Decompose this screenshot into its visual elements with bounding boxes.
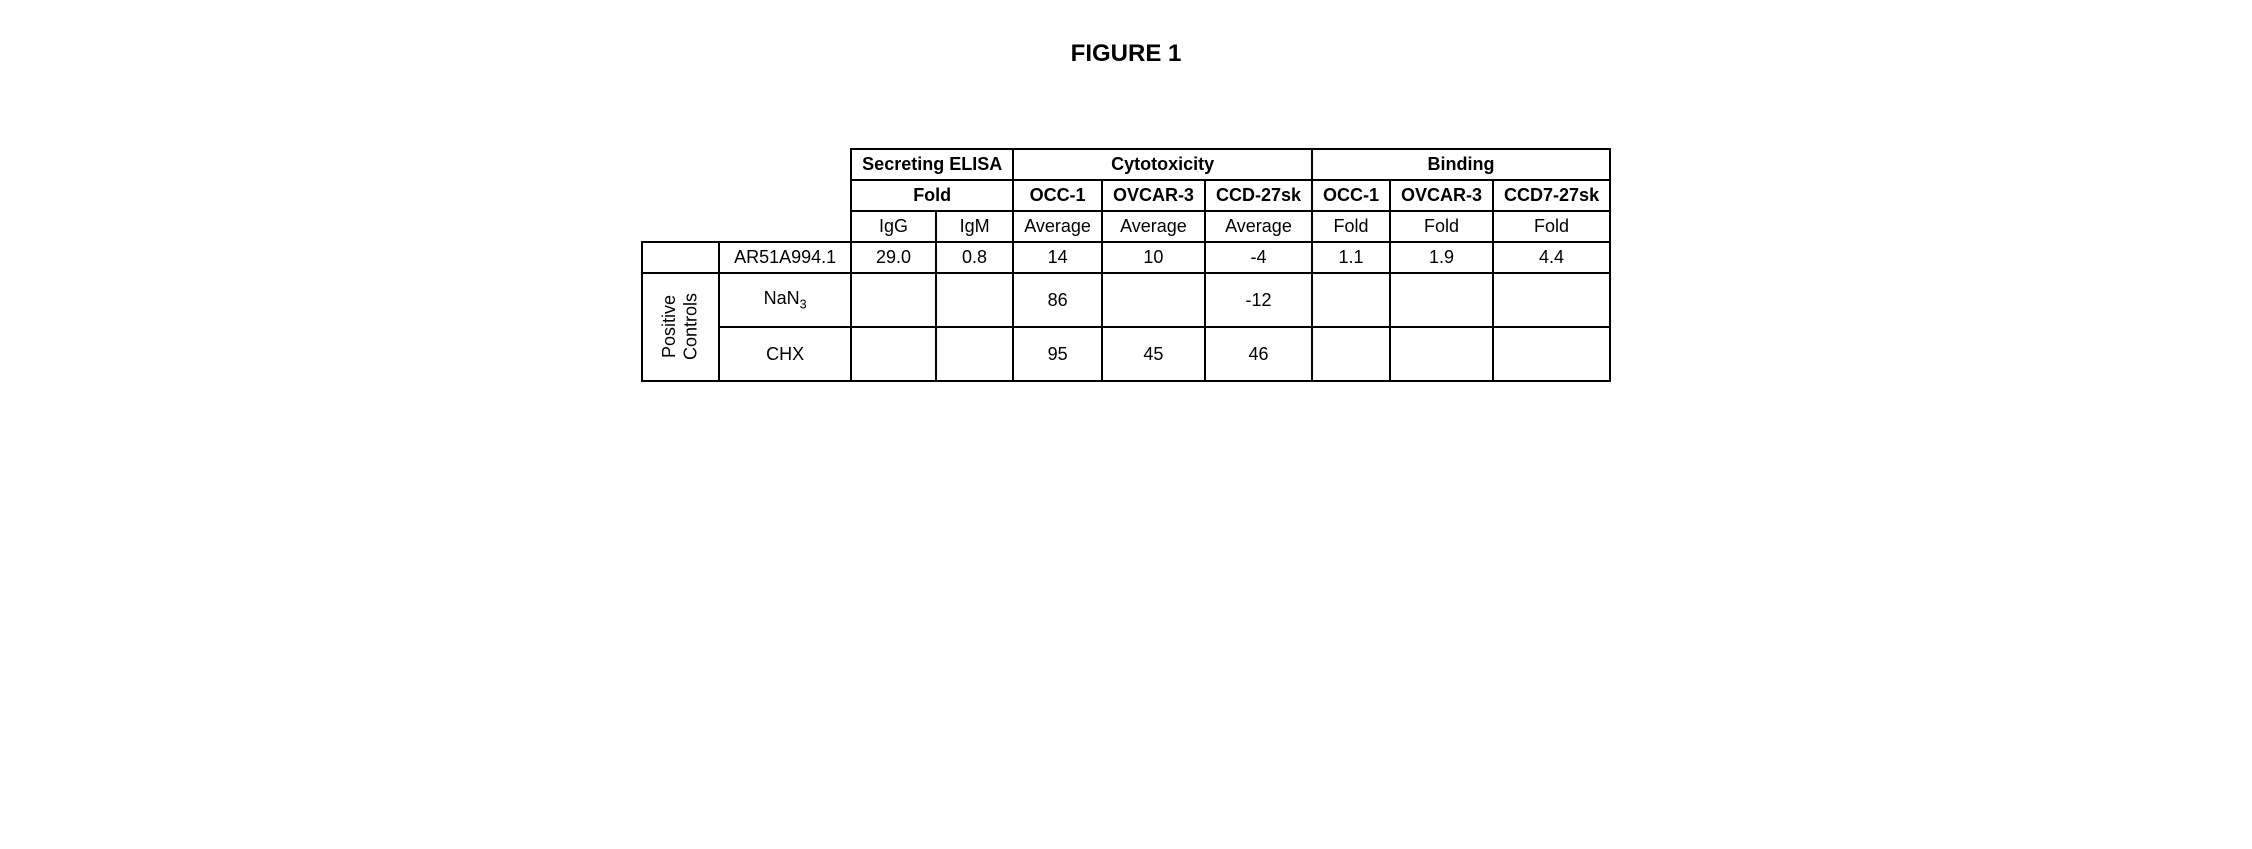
- col-cyto-ccd-avg: Average: [1205, 211, 1312, 242]
- col-igg: IgG: [851, 211, 936, 242]
- cell-nan3-bind-ccd: [1493, 273, 1610, 327]
- header-cyto: Cytotoxicity: [1013, 149, 1312, 180]
- row-label-nan3: NaN3: [719, 273, 851, 327]
- cell-sample-bind-ccd: 4.4: [1493, 242, 1610, 273]
- header-elisa: Secreting ELISA: [851, 149, 1013, 180]
- col-igm: IgM: [936, 211, 1013, 242]
- cell-nan3-cyto-ccd: -12: [1205, 273, 1312, 327]
- cell-chx-bind-ccd: [1493, 327, 1610, 381]
- subheader-cyto-ccd: CCD-27sk: [1205, 180, 1312, 211]
- cell-nan3-bind-occ1: [1312, 273, 1390, 327]
- header-binding: Binding: [1312, 149, 1610, 180]
- cell-nan3-cyto-occ1: 86: [1013, 273, 1102, 327]
- cell-sample-cyto-ovcar3: 10: [1102, 242, 1205, 273]
- cell-chx-igg: [851, 327, 936, 381]
- cell-sample-igg: 29.0: [851, 242, 936, 273]
- cell-nan3-cyto-ovcar3: [1102, 273, 1205, 327]
- subheader-bind-occ1: OCC-1: [1312, 180, 1390, 211]
- subheader-bind-ovcar3: OVCAR-3: [1390, 180, 1493, 211]
- subheader-cyto-occ1: OCC-1: [1013, 180, 1102, 211]
- header-row-2: Fold OCC-1 OVCAR-3 CCD-27sk OCC-1 OVCAR-…: [642, 180, 1610, 211]
- subheader-cyto-ovcar3: OVCAR-3: [1102, 180, 1205, 211]
- cell-chx-bind-ovcar3: [1390, 327, 1493, 381]
- data-table: Secreting ELISA Cytotoxicity Binding Fol…: [641, 148, 1611, 382]
- cell-chx-cyto-occ1: 95: [1013, 327, 1102, 381]
- subheader-bind-ccd: CCD7-27sk: [1493, 180, 1610, 211]
- col-cyto-ovcar3-avg: Average: [1102, 211, 1205, 242]
- col-bind-ovcar3-fold: Fold: [1390, 211, 1493, 242]
- row-label-chx: CHX: [719, 327, 851, 381]
- header-row-3: IgG IgM Average Average Average Fold Fol…: [642, 211, 1610, 242]
- col-bind-ccd-fold: Fold: [1493, 211, 1610, 242]
- cell-nan3-igg: [851, 273, 936, 327]
- positive-controls-label: PositiveControls: [642, 273, 719, 381]
- cell-sample-cyto-occ1: 14: [1013, 242, 1102, 273]
- table-container: Secreting ELISA Cytotoxicity Binding Fol…: [40, 148, 2212, 382]
- cell-sample-cyto-ccd: -4: [1205, 242, 1312, 273]
- figure-title: FIGURE 1: [40, 40, 2212, 68]
- cell-nan3-bind-ovcar3: [1390, 273, 1493, 327]
- table-row: AR51A994.1 29.0 0.8 14 10 -4 1.1 1.9 4.4: [642, 242, 1610, 273]
- header-row-1: Secreting ELISA Cytotoxicity Binding: [642, 149, 1610, 180]
- cell-chx-cyto-ovcar3: 45: [1102, 327, 1205, 381]
- cell-chx-igm: [936, 327, 1013, 381]
- subheader-fold: Fold: [851, 180, 1013, 211]
- row-label-sample: AR51A994.1: [719, 242, 851, 273]
- cell-nan3-igm: [936, 273, 1013, 327]
- group-label-line1: Positive: [659, 295, 679, 358]
- empty-group-cell: [642, 242, 719, 273]
- col-bind-occ1-fold: Fold: [1312, 211, 1390, 242]
- col-cyto-occ1-avg: Average: [1013, 211, 1102, 242]
- group-label-line2: Controls: [681, 293, 701, 360]
- cell-sample-igm: 0.8: [936, 242, 1013, 273]
- cell-sample-bind-ovcar3: 1.9: [1390, 242, 1493, 273]
- table-row: PositiveControls NaN3 86 -12: [642, 273, 1610, 327]
- cell-chx-bind-occ1: [1312, 327, 1390, 381]
- cell-chx-cyto-ccd: 46: [1205, 327, 1312, 381]
- cell-sample-bind-occ1: 1.1: [1312, 242, 1390, 273]
- table-row: CHX 95 45 46: [642, 327, 1610, 381]
